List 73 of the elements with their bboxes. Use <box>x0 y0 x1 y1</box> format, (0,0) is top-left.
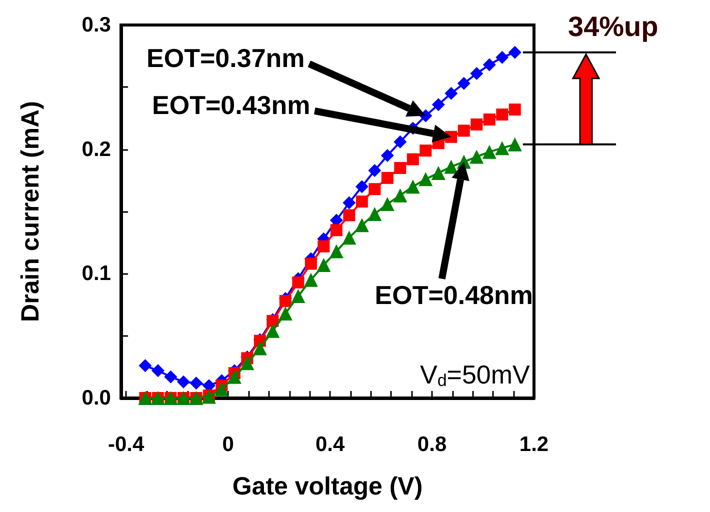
point <box>483 113 496 126</box>
x-tick-label: 0 <box>222 433 234 456</box>
x-tick-label: 1.2 <box>519 433 549 456</box>
point <box>343 209 356 222</box>
point <box>482 144 496 159</box>
y-axis-title: Drain current (mA) <box>16 101 44 322</box>
point <box>394 135 407 148</box>
y-tick-label: 0.3 <box>82 14 111 36</box>
point <box>214 382 229 396</box>
point <box>291 289 306 304</box>
point <box>381 172 394 184</box>
point <box>138 359 152 372</box>
x-tick-label: -0.4 <box>108 433 145 456</box>
point <box>252 341 267 356</box>
point <box>394 162 406 174</box>
point <box>292 276 304 288</box>
point <box>420 144 432 157</box>
point <box>266 324 280 338</box>
point <box>318 240 330 252</box>
point <box>508 46 522 59</box>
x-tick-label: 0.8 <box>417 433 447 456</box>
point <box>164 370 178 384</box>
x-axis-title: Gate voltage (V) <box>232 472 423 500</box>
point <box>496 108 508 121</box>
point <box>495 141 510 156</box>
point <box>278 306 292 320</box>
point <box>482 58 496 72</box>
point <box>432 98 445 112</box>
annotation: 34%up <box>568 10 658 42</box>
point <box>342 196 356 210</box>
point <box>508 104 521 116</box>
y-tick-label: 0.2 <box>82 138 111 161</box>
point <box>380 197 394 212</box>
point <box>393 188 408 202</box>
annotation: EOT=0.37nm <box>146 42 305 73</box>
y-tick-label: 0.1 <box>82 262 112 286</box>
point <box>406 180 420 194</box>
annotation: Vd=50mV <box>420 360 531 390</box>
point <box>356 196 368 208</box>
point <box>406 153 419 166</box>
point <box>176 375 190 388</box>
point <box>329 244 344 258</box>
point <box>470 118 483 130</box>
point <box>342 230 356 245</box>
x-tick-label: 0.4 <box>315 433 345 456</box>
point <box>227 370 242 384</box>
point <box>496 50 509 64</box>
point <box>458 124 470 137</box>
point <box>330 224 342 236</box>
point <box>368 206 382 221</box>
point <box>444 86 458 100</box>
annotation: EOT=0.48nm <box>374 280 534 310</box>
point <box>354 218 369 232</box>
point <box>304 258 317 270</box>
point <box>355 180 368 194</box>
point <box>508 137 522 152</box>
point <box>470 66 484 80</box>
point <box>240 356 254 370</box>
point <box>304 272 318 287</box>
point <box>418 172 433 186</box>
point <box>457 76 470 90</box>
point <box>190 376 203 390</box>
point <box>380 149 394 162</box>
annotation: EOT=0.43nm <box>152 90 310 120</box>
point <box>368 183 381 196</box>
point <box>279 295 292 308</box>
point <box>316 258 331 272</box>
point <box>470 150 484 164</box>
point <box>444 160 458 174</box>
point <box>368 164 382 177</box>
point <box>431 166 446 180</box>
y-tick-label: 0.0 <box>82 386 111 410</box>
point <box>151 364 164 378</box>
